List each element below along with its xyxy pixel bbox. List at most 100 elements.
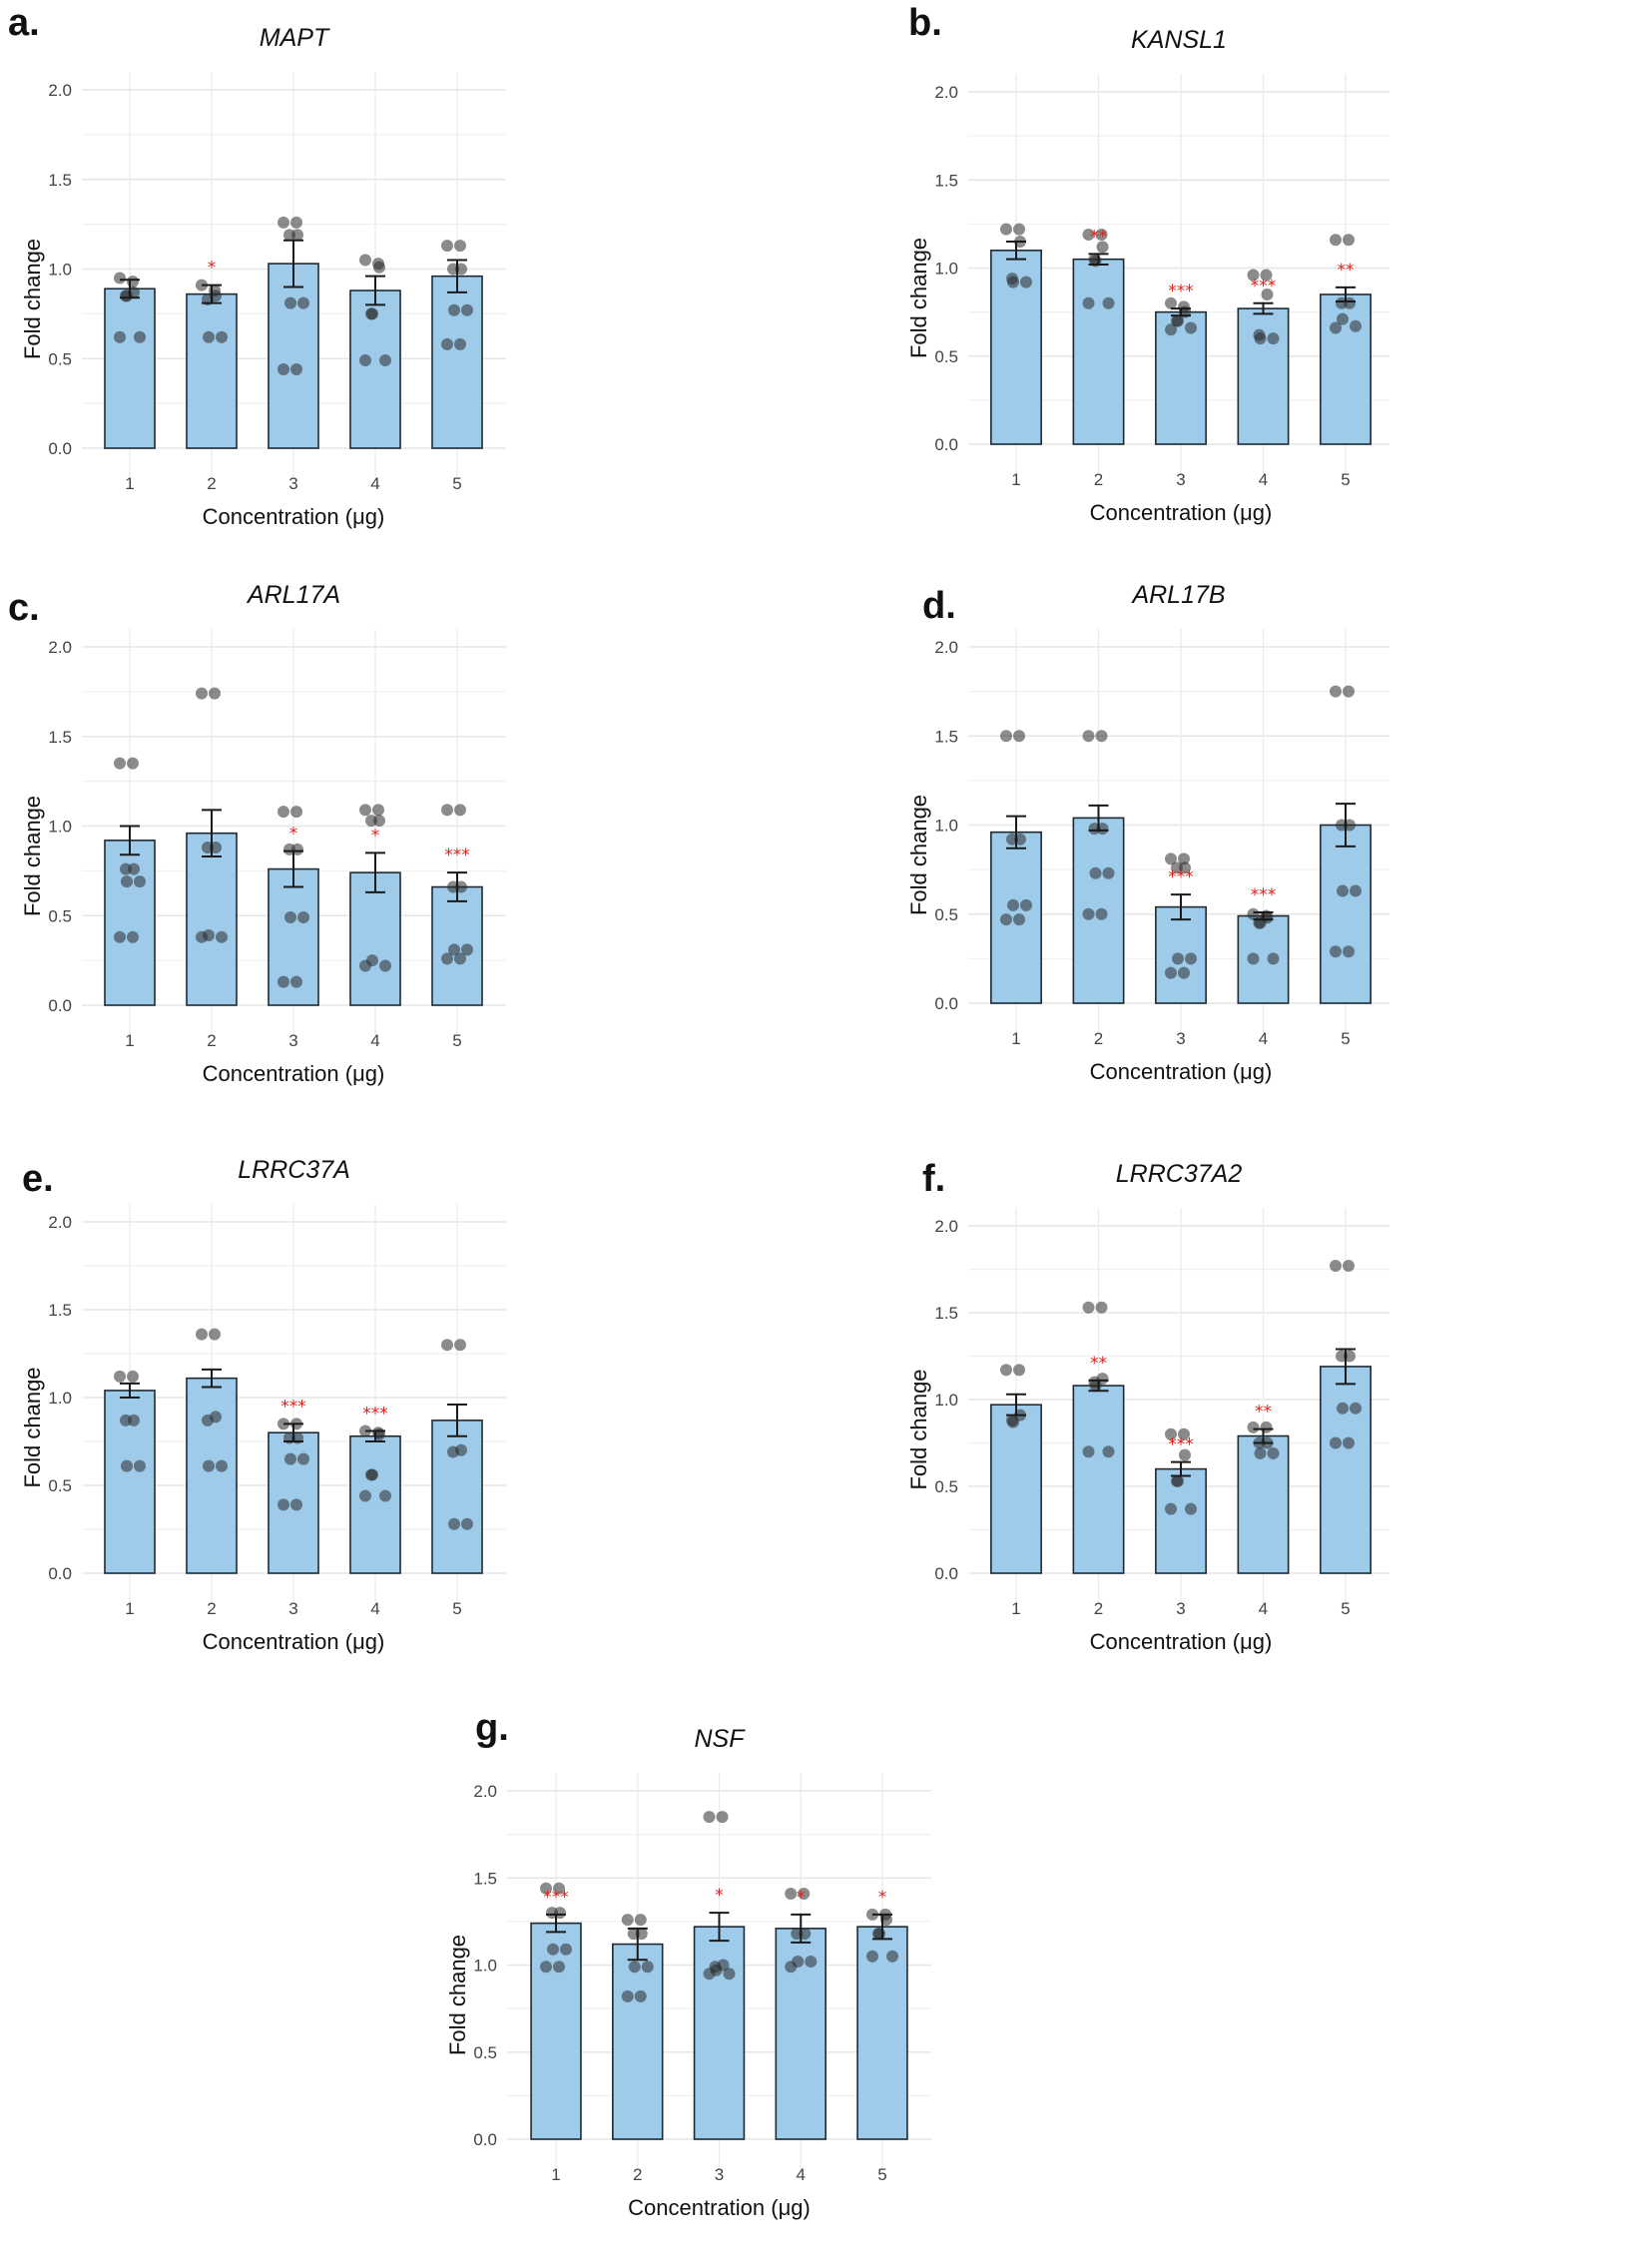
error-bar	[365, 275, 385, 306]
data-point	[1247, 269, 1260, 282]
data-point	[277, 806, 289, 819]
data-point	[454, 804, 466, 817]
data-point	[127, 930, 139, 943]
chart-title: ARL17A	[246, 581, 340, 609]
y-tick-label: 0.5	[48, 1476, 72, 1495]
error-bar	[1253, 301, 1274, 315]
y-tick-label: 0.5	[934, 1477, 958, 1496]
x-axis-label: Concentration (μg)	[1090, 1629, 1273, 1654]
data-point	[1102, 296, 1115, 309]
chart-kansl1: KANSL1 0.0 0.5 1.0 1.5 2.0 Fold change 1 2 3 4 5 Con…	[906, 26, 1389, 525]
bar	[1072, 1385, 1125, 1574]
data-point	[1254, 332, 1267, 345]
data-point	[1260, 1420, 1273, 1433]
data-point	[372, 804, 384, 817]
data-point	[359, 354, 371, 367]
x-axis-label: Concentration (μg)	[628, 2195, 811, 2220]
data-point	[216, 930, 228, 943]
x-tick-label: 3	[1176, 470, 1185, 489]
data-point	[216, 1459, 228, 1472]
x-tick-label: 2	[1094, 470, 1103, 489]
significance-marker: ***	[1168, 867, 1194, 887]
data-point	[114, 272, 126, 284]
significance-marker: ***	[1168, 1435, 1194, 1455]
x-tick-label: 3	[1176, 1029, 1185, 1048]
x-tick-label: 1	[551, 2165, 560, 2184]
data-point	[379, 354, 391, 367]
data-point	[277, 363, 289, 376]
data-point	[441, 240, 453, 253]
error-bar	[1006, 815, 1026, 850]
chart-title: MAPT	[260, 24, 330, 52]
data-point	[1178, 1427, 1190, 1440]
data-point	[1350, 319, 1362, 332]
y-tick-label: 1.0	[934, 260, 958, 279]
data-point	[284, 296, 296, 309]
x-axis-label: Concentration (μg)	[203, 504, 385, 529]
data-point	[441, 337, 453, 350]
y-tick-label: 0.0	[934, 1564, 958, 1583]
chart-title: LRRC37A	[238, 1156, 350, 1184]
x-axis-label: Concentration (μg)	[203, 1061, 385, 1086]
data-point	[703, 1811, 716, 1824]
bar	[1320, 824, 1372, 1004]
data-point	[1179, 1448, 1191, 1461]
data-point	[1178, 966, 1190, 979]
data-point	[1013, 1364, 1025, 1377]
chart-title: LRRC37A2	[1116, 1160, 1243, 1188]
error-bar	[202, 809, 222, 858]
significance-marker: *	[715, 1886, 724, 1906]
bar	[990, 1404, 1042, 1574]
data-point	[283, 229, 295, 242]
data-point	[1020, 276, 1032, 288]
y-tick-label: 0.0	[934, 435, 958, 454]
y-tick-label: 2.0	[48, 81, 72, 100]
data-point	[634, 1914, 647, 1927]
chart-lrrc37a: LRRC37A 0.0 0.5 1.0 1.5 2.0 Fold change 1 2 3 4 5 Co…	[20, 1156, 506, 1654]
data-point	[447, 1445, 459, 1458]
error-bar	[1006, 241, 1026, 261]
bar	[1320, 1366, 1372, 1574]
chart-title: ARL17B	[1130, 581, 1225, 609]
error-bar	[627, 1927, 648, 1962]
data-point	[454, 1339, 466, 1352]
data-point	[1330, 945, 1342, 958]
data-point	[1330, 685, 1342, 698]
error-bar	[791, 1913, 812, 1944]
data-point	[1082, 730, 1095, 743]
data-point	[1330, 321, 1342, 334]
y-tick-label: 1.0	[473, 1957, 497, 1976]
error-bar	[283, 850, 303, 888]
data-point	[461, 943, 473, 956]
data-point	[1343, 945, 1355, 958]
significance-marker: ***	[444, 846, 470, 865]
error-bar	[1088, 804, 1109, 832]
data-point	[1330, 1436, 1342, 1449]
y-axis-label: Fold change	[906, 238, 931, 358]
y-tick-label: 2.0	[48, 1213, 72, 1232]
data-point	[454, 240, 466, 253]
y-tick-label: 0.0	[48, 439, 72, 458]
data-point	[120, 1414, 132, 1426]
x-tick-label: 2	[1094, 1599, 1103, 1618]
panel-b: b. KANSL1 0.0 0.5 1.0 1.5 2.0 Fold change 1 2 3 4 5…	[878, 0, 1652, 559]
panel-letter: a.	[8, 2, 40, 44]
data-point	[373, 261, 385, 274]
data-point	[203, 330, 215, 343]
data-point	[1247, 1420, 1260, 1433]
data-point	[1102, 866, 1115, 879]
data-point	[134, 875, 146, 888]
data-point	[1261, 287, 1274, 300]
data-point	[127, 1370, 139, 1383]
x-tick-label: 5	[1341, 1599, 1350, 1618]
data-point	[114, 330, 126, 343]
data-point	[1267, 952, 1280, 965]
y-tick-label: 1.5	[934, 727, 958, 746]
y-tick-label: 1.5	[934, 171, 958, 190]
data-point	[1337, 884, 1349, 897]
y-tick-label: 0.0	[473, 2130, 497, 2149]
data-point	[359, 804, 371, 817]
data-point	[209, 1328, 221, 1341]
panel-letter: f.	[922, 1158, 946, 1200]
x-tick-label: 4	[797, 2165, 806, 2184]
